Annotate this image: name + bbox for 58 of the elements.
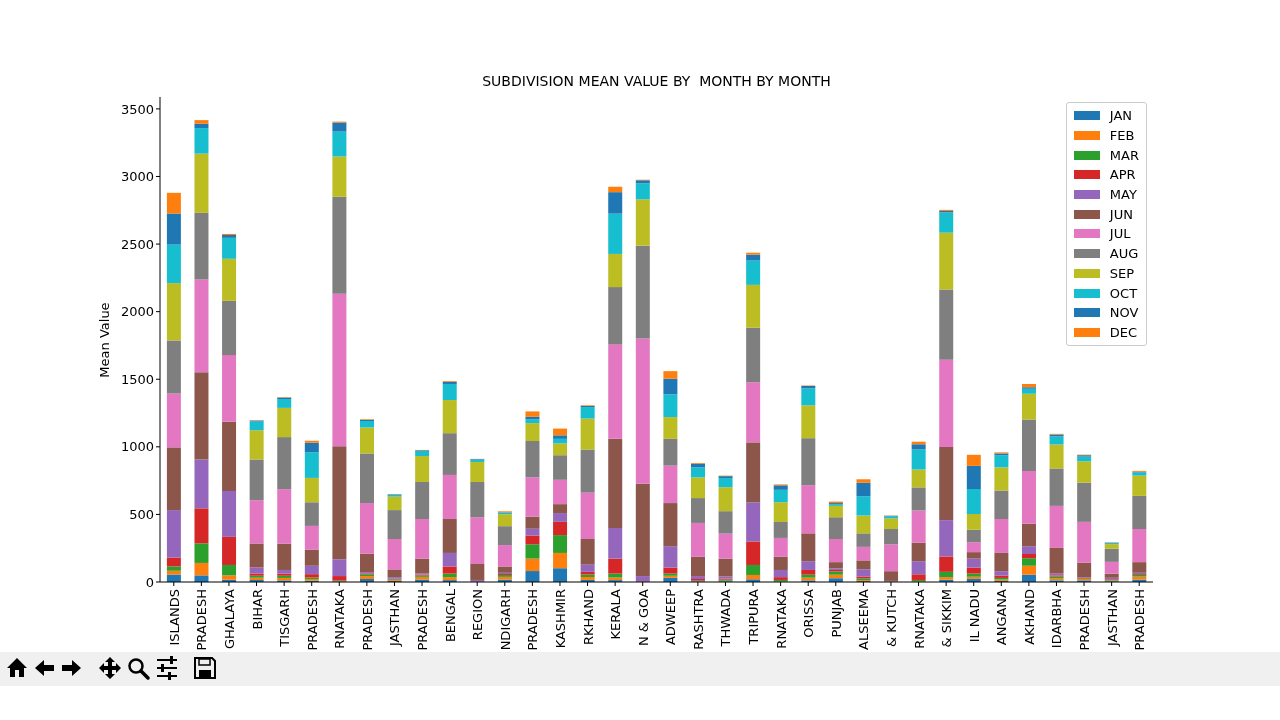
x-tick-label: RNATAKA xyxy=(773,588,789,649)
y-tick-label: 500 xyxy=(129,507,154,523)
y-tick-label: 2500 xyxy=(120,236,154,252)
x-tick-label: BIHAR xyxy=(249,589,265,630)
y-tick-label: 3000 xyxy=(120,169,154,185)
x-tick-label: PRADESH xyxy=(524,589,540,651)
x-tick-label: IDARBHA xyxy=(1048,588,1064,649)
x-tick-label: KASHMIR xyxy=(552,589,568,649)
legend-label: JUN xyxy=(1109,206,1133,222)
x-tick-label: & KUTCH xyxy=(883,589,899,647)
y-axis-title: Mean Value xyxy=(96,301,112,378)
y-tick-label: 0 xyxy=(145,574,154,590)
x-tick-label: JASTHAN xyxy=(1104,589,1120,648)
y-tick-label: 3500 xyxy=(120,101,154,117)
x-tick-label: ALSEEMA xyxy=(855,588,871,650)
x-tick-label: RASHTRA xyxy=(690,588,706,650)
legend-label: MAR xyxy=(1109,147,1139,163)
legend-label: FEB xyxy=(1109,128,1135,144)
x-tick-label: IL NADU xyxy=(966,589,982,643)
x-tick-label: PRADESH xyxy=(414,589,430,651)
x-tick-label: KERALA xyxy=(607,588,623,640)
x-tick-label: RKHAND xyxy=(580,589,596,645)
y-tick-label: 1000 xyxy=(120,439,154,455)
x-tick-label: TISGARH xyxy=(276,589,292,648)
x-tick-label: PRADESH xyxy=(1076,589,1092,651)
x-tick-label: PRADESH xyxy=(304,589,320,651)
legend-label: DEC xyxy=(1109,324,1138,340)
x-tick-label: AKHAND xyxy=(1021,589,1037,645)
x-tick-label: PRADESH xyxy=(359,589,375,651)
x-tick-label: RNATAKA xyxy=(331,588,347,649)
y-tick-label: 2000 xyxy=(120,304,154,320)
legend-label: OCT xyxy=(1109,285,1138,301)
x-tick-label: PUNJAB xyxy=(828,589,844,638)
legend-label: JAN xyxy=(1109,108,1133,124)
x-tick-label: ORISSA xyxy=(800,588,816,638)
legend-label: AUG xyxy=(1109,246,1139,262)
x-tick-label: REGION xyxy=(469,589,485,641)
x-tick-label: NDIGARH xyxy=(497,589,513,651)
chart-title: SUBDIVISION MEAN VALUE BY MONTH BY MONTH xyxy=(481,73,832,89)
y-tick-label: 1500 xyxy=(120,371,154,387)
x-tick-label: THWADA xyxy=(717,588,733,648)
x-tick-label: & SIKKIM xyxy=(938,589,954,648)
x-tick-label: PRADESH xyxy=(193,589,209,651)
x-tick-label: N & GOA xyxy=(635,588,651,647)
x-tick-label: GHALAYA xyxy=(221,588,237,649)
x-tick-label: ISLANDS xyxy=(166,589,182,646)
x-tick-label: ADWEEP xyxy=(662,588,678,646)
legend-label: MAY xyxy=(1109,187,1137,203)
x-tick-label: BENGAL xyxy=(442,588,458,643)
x-tick-label: JASTHAN xyxy=(386,589,402,648)
legend-label: APR xyxy=(1109,167,1136,183)
x-tick-label: RNATAKA xyxy=(911,588,927,649)
x-tick-label: PRADESH xyxy=(1131,589,1147,651)
legend-label: NOV xyxy=(1109,305,1139,321)
x-tick-label: TRIPURA xyxy=(745,588,761,646)
legend-label: SEP xyxy=(1109,265,1135,281)
legend-label: JUL xyxy=(1109,226,1131,242)
x-tick-label: ANGANA xyxy=(993,588,1009,646)
